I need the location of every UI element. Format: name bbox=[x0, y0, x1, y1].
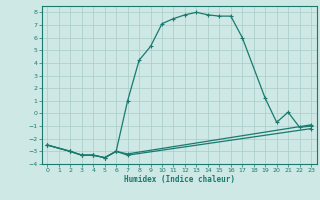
X-axis label: Humidex (Indice chaleur): Humidex (Indice chaleur) bbox=[124, 175, 235, 184]
